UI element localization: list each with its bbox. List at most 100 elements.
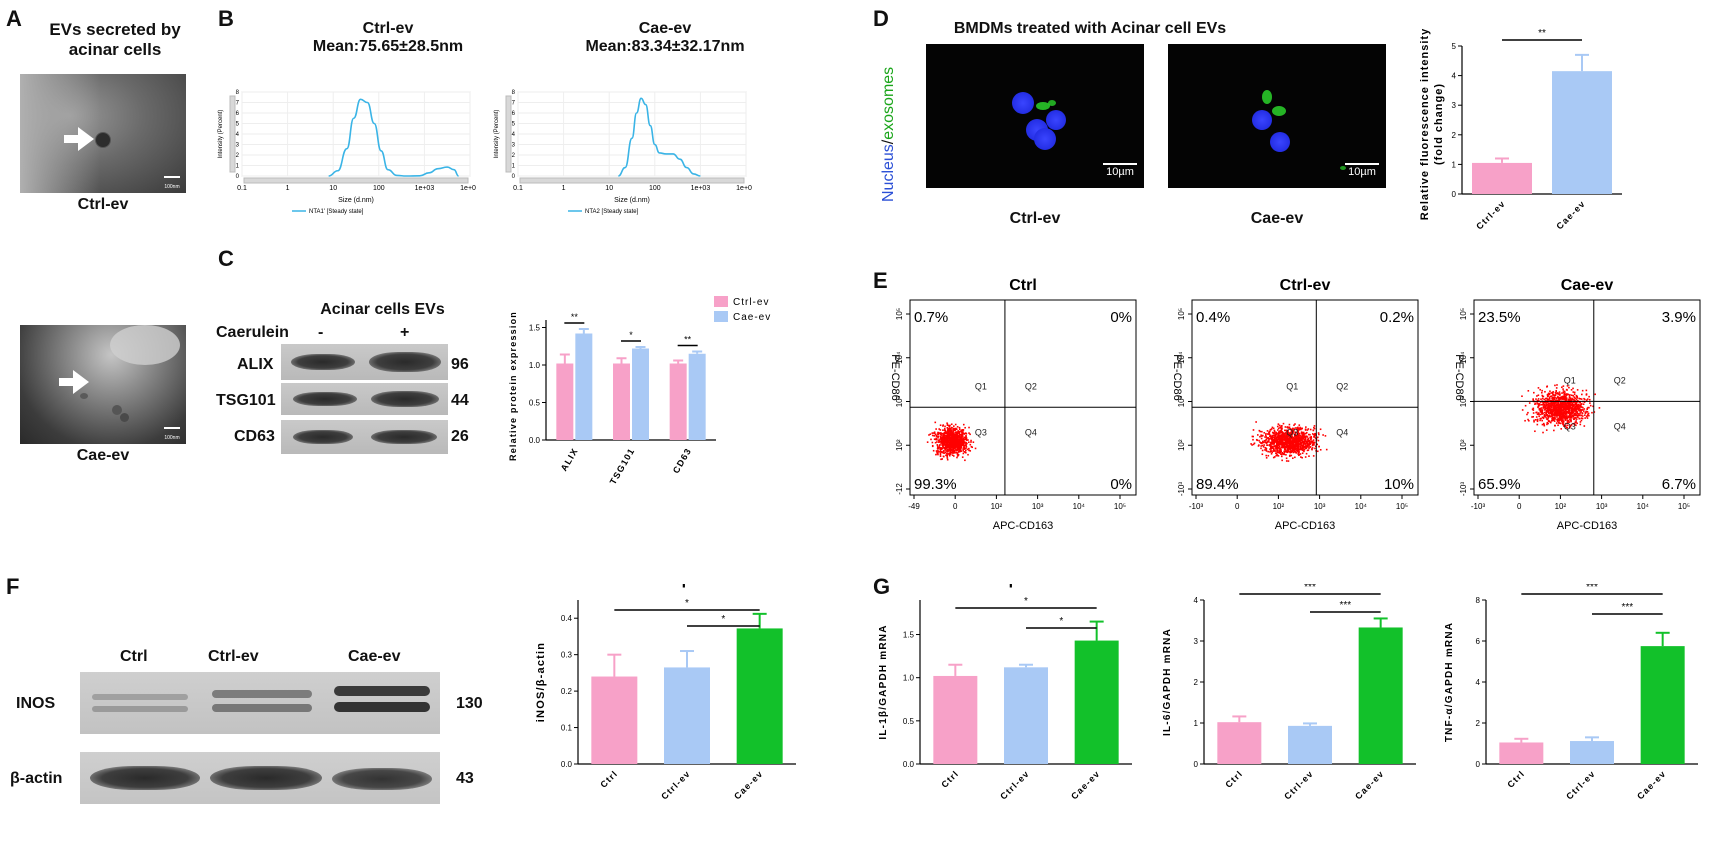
flow-dot: [1296, 428, 1299, 431]
flow-dot: [958, 448, 961, 451]
side-label-sep: /: [880, 139, 897, 145]
flow-dot: [1288, 426, 1291, 429]
flow-dot: [961, 444, 963, 446]
flow-dot: [1292, 446, 1294, 448]
flow-dot: [1553, 408, 1555, 410]
flow-dot: [1548, 400, 1551, 402]
flow-dot: [1543, 415, 1546, 417]
flow-dot: [1298, 451, 1300, 453]
flow-dot: [1539, 409, 1542, 411]
flow-dot: [1271, 437, 1274, 439]
flow-dot: [946, 434, 949, 437]
flow-dot: [963, 446, 965, 449]
flow-dot: [1537, 400, 1540, 402]
y-tick-label: 2: [512, 153, 516, 159]
flow-dot: [1265, 447, 1268, 450]
flow-dot: [1273, 447, 1275, 449]
flow-dot: [1550, 420, 1553, 422]
flow-dot: [1282, 443, 1284, 446]
flow-dot: [1294, 439, 1296, 442]
flow-dot: [1560, 415, 1563, 417]
bar: [933, 675, 978, 764]
flow-dot: [1581, 409, 1584, 411]
legend-swatch-ctrl-ev: [714, 296, 728, 307]
flow-dot: [1547, 405, 1549, 408]
flow-dot: [964, 426, 966, 429]
y-tick-label: 8: [236, 90, 240, 96]
flow-dot: [1562, 385, 1565, 387]
flow-dot: [955, 451, 957, 454]
flow-dot: [1565, 422, 1567, 425]
y-axis-label: IL-1β/GAPDH mRNA: [878, 624, 889, 739]
flow-dot: [941, 432, 943, 435]
flow-dot: [1312, 455, 1315, 457]
flow-dot: [964, 444, 966, 447]
flow-dot: [949, 434, 952, 437]
quadrant-name: Q1: [1564, 375, 1576, 385]
flow-dot: [1273, 432, 1276, 434]
flow-dot: [965, 451, 967, 454]
flow-dot: [1584, 398, 1586, 401]
flow-dot: [1573, 398, 1575, 401]
flow-dot: [1564, 418, 1567, 420]
flow-dot: [1252, 435, 1254, 438]
flow-dot: [1569, 406, 1571, 408]
flow-dot: [1560, 428, 1563, 430]
flow-dot: [1294, 456, 1296, 459]
flow-dot: [1558, 406, 1560, 409]
flow-dot: [1285, 439, 1288, 442]
flow-dot: [1547, 401, 1549, 404]
flow-dot: [1283, 451, 1286, 454]
flow-dot: [1291, 443, 1294, 446]
flow-dot: [1562, 407, 1565, 410]
flow-dot: [952, 446, 955, 448]
flow-dot: [1303, 440, 1305, 443]
flow-dot: [1256, 439, 1259, 442]
flow-dot: [1563, 425, 1565, 427]
flow-dot: [1290, 445, 1292, 447]
flow-dot: [1278, 443, 1281, 445]
y-tick-label: 1: [1194, 719, 1199, 728]
flow-dot: [1296, 447, 1299, 450]
flow-dot: [955, 448, 957, 451]
flow-dot: [950, 447, 952, 450]
flow-dot: [1309, 436, 1311, 439]
flow-dot: [1288, 438, 1290, 440]
flow-dot: [1282, 422, 1285, 425]
flow-dot: [1305, 447, 1308, 449]
flow-dot: [1264, 441, 1266, 444]
flow-dot: [964, 459, 966, 462]
flow-dot: [1549, 414, 1551, 417]
flow-dot: [1551, 404, 1554, 406]
flow-dot: [964, 436, 967, 439]
flow-dot: [1311, 447, 1314, 449]
flow-dot: [942, 435, 945, 437]
flow-dot: [1573, 413, 1575, 415]
flow-dot: [1288, 432, 1291, 434]
flow-dot: [1581, 417, 1584, 420]
flow-dot: [952, 444, 955, 446]
flow-dot: [943, 432, 946, 435]
flow-dot: [1276, 453, 1278, 456]
flow-dot: [1275, 434, 1278, 436]
flow-dot: [1551, 392, 1554, 395]
flow-dot: [1528, 402, 1531, 404]
flow-dot: [954, 439, 956, 442]
y-tick-label: 7: [236, 101, 240, 107]
flow-dot: [956, 443, 959, 446]
flow-dot: [1575, 408, 1578, 411]
flow-dot: [1547, 415, 1549, 418]
flow-dot: [1560, 416, 1563, 418]
flow-dot: [1280, 450, 1282, 453]
flow-dot: [1579, 421, 1582, 423]
flow-dot: [1273, 450, 1275, 453]
flow-dot: [945, 450, 947, 452]
flow-dot: [945, 454, 947, 457]
flow-dot: [1561, 404, 1564, 407]
flow-dot: [1579, 405, 1582, 408]
flow-dot: [1545, 409, 1548, 412]
flow-dot: [1561, 412, 1563, 415]
flow-dot: [961, 439, 963, 442]
flow-dot: [1284, 440, 1287, 443]
bar: [1288, 725, 1332, 764]
